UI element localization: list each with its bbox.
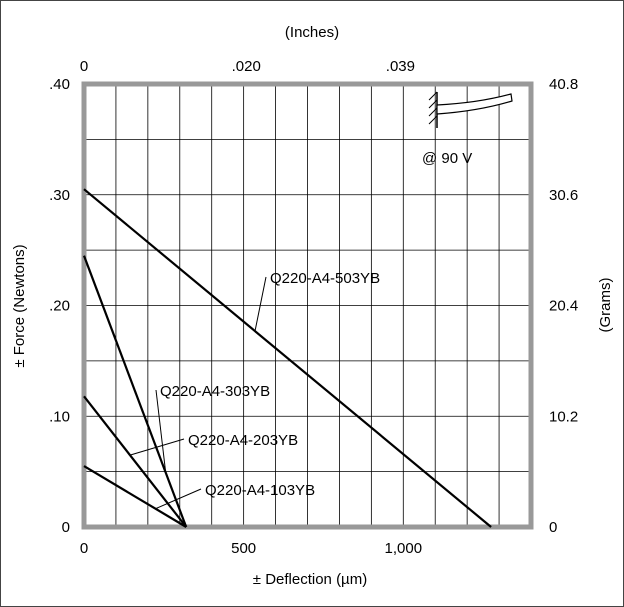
plot-frame (81, 81, 534, 530)
series-label: Q220-A4-503YB (270, 270, 380, 287)
y-axis-label: ± Force (Newtons) (11, 244, 28, 367)
series-leader-line (155, 488, 202, 510)
y2-tick-label: 0 (549, 519, 557, 536)
series-leader-line (254, 276, 267, 332)
y-tick-label: .30 (49, 187, 70, 204)
series-line (82, 255, 188, 528)
x-tick-label: 1,000 (385, 540, 423, 557)
cantilever-beam-icon (428, 91, 513, 128)
series-group: Q220-A4-503YB Q220-A4-303YB Q220-A4-203YB Q… (82, 188, 492, 528)
series-line (83, 395, 188, 528)
annotation-voltage: @ 90 V (422, 150, 472, 167)
series-label: Q220-A4-303YB (160, 383, 270, 400)
series-label: Q220-A4-203YB (188, 432, 298, 449)
y2-tick-label: 10.2 (549, 408, 578, 425)
y-tick-label: .10 (49, 408, 70, 425)
x2-axis-label: (Inches) (285, 24, 339, 41)
series-line (83, 465, 187, 528)
x2-tick-label: .020 (232, 58, 261, 75)
y-tick-label: .40 (49, 76, 70, 93)
y2-axis-label: (Grams) (597, 278, 614, 333)
y2-tick-label: 20.4 (549, 298, 578, 315)
x2-tick-label: .039 (386, 58, 415, 75)
y2-tick-label: 30.6 (549, 187, 578, 204)
x2-tick-label: 0 (80, 58, 88, 75)
y-tick-label: .20 (49, 298, 70, 315)
x-tick-label: 500 (231, 540, 256, 557)
x-tick-label: 0 (80, 540, 88, 557)
series-leader-line (129, 438, 185, 456)
y-tick-label: 0 (62, 519, 70, 536)
grid (84, 84, 531, 527)
tick-labels: 0 500 1,000 0 .020 .039 0 .10 .20 .30 .40 0 10.2 20.4… (49, 58, 578, 557)
series-leader-line (155, 389, 167, 473)
series-label: Q220-A4-103YB (205, 482, 315, 499)
series-line (83, 188, 492, 528)
y2-tick-label: 40.8 (549, 76, 578, 93)
x-axis-label: ± Deflection (µm) (253, 571, 367, 588)
